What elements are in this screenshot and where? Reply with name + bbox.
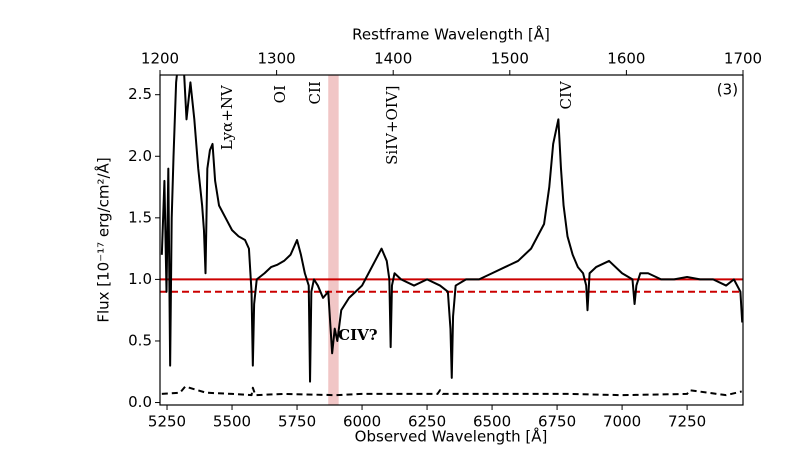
y-tick-label: 1.5 — [128, 208, 152, 226]
annotation: Lyα+NV — [218, 84, 236, 150]
x-tick-label: 6250 — [408, 413, 446, 431]
annotation: OI — [271, 85, 289, 103]
x2-tick-label: 1600 — [607, 50, 645, 68]
y-tick-label: 0.5 — [128, 331, 152, 349]
x-tick-label: 7250 — [668, 413, 706, 431]
plot-frame — [159, 74, 744, 406]
annotation: CIV — [557, 80, 575, 109]
plot-area — [160, 75, 743, 405]
x2-tick-label: 1400 — [374, 50, 412, 68]
spectrum-line — [160, 75, 743, 383]
x-tick-label: 6500 — [473, 413, 511, 431]
shaded-span — [328, 75, 339, 405]
y-tick-label: 2.0 — [128, 147, 152, 165]
x-tick-label: 5500 — [213, 413, 251, 431]
annotation: CIV? — [338, 326, 378, 344]
y-tick-label: 0.0 — [128, 393, 152, 411]
x2-tick-label: 1300 — [258, 50, 296, 68]
y-tick-label: 2.5 — [128, 85, 152, 103]
annotation: (3) — [717, 80, 738, 98]
spectrum-line — [161, 385, 742, 397]
y-tick-label: 1.0 — [128, 270, 152, 288]
x-tick-label: 6000 — [343, 413, 381, 431]
x2-tick-label: 1700 — [724, 50, 762, 68]
x-axis-label: Observed Wavelength [Å] — [355, 427, 548, 446]
annotation: SiIV+OIV] — [383, 86, 401, 165]
x2-axis-label: Restframe Wavelength [Å] — [352, 25, 550, 44]
x2-tick-label: 1500 — [491, 50, 529, 68]
x2-tick-label: 1200 — [141, 50, 179, 68]
x-tick-label: 5250 — [148, 413, 186, 431]
x-tick-label: 6750 — [538, 413, 576, 431]
x-tick-label: 5750 — [278, 413, 316, 431]
x-tick-label: 7000 — [603, 413, 641, 431]
y-axis-label: Flux [10⁻¹⁷ erg/cm²/Å] — [94, 157, 113, 322]
annotation: CII — [306, 81, 324, 104]
